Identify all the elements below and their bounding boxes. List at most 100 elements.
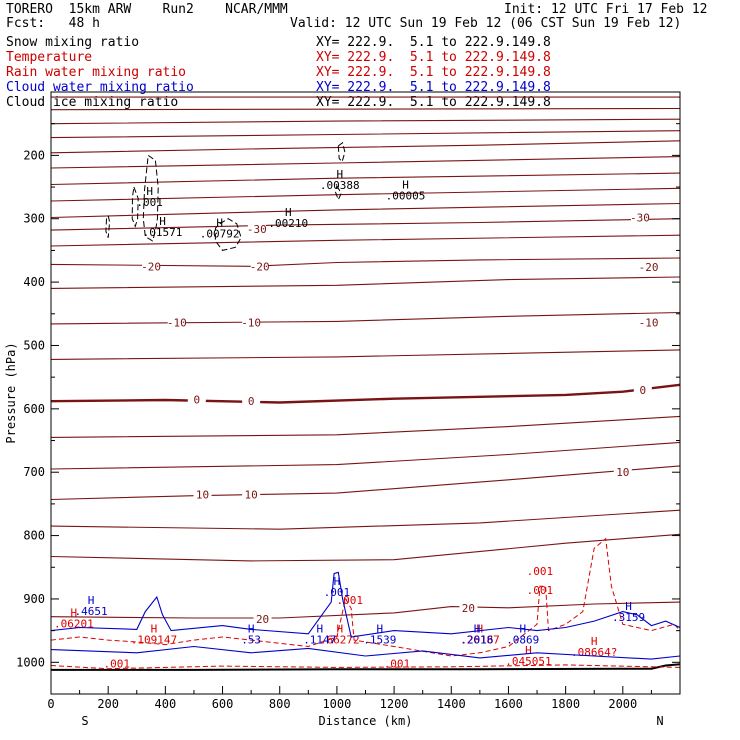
legend-cloud-water-name: Cloud water mixing ratio [6, 80, 194, 95]
isotherm-label: -20 [141, 261, 161, 274]
isotherm-label-bg [613, 465, 632, 477]
snow-max-marker: H [285, 206, 292, 219]
x-tick-label: 1200 [380, 697, 409, 711]
rain-max-marker: H [336, 622, 343, 635]
isotherm-label-bg [250, 260, 269, 272]
legend-cloud-water-xy: XY= 222.9. 5.1 to 222.9.149.8 [316, 80, 551, 95]
isotherm-label: -30 [247, 223, 267, 236]
y-tick-label: 200 [23, 148, 45, 162]
x-tick-label: 1800 [551, 697, 580, 711]
forecast-hour: Fcst: 48 h [6, 16, 100, 31]
x-tick-label: 2000 [608, 697, 637, 711]
cloud-water-max-marker: H [88, 594, 95, 607]
rain-contour-label: .001 [527, 584, 554, 597]
rain-contour-label: .001 [104, 657, 131, 670]
ice-max-marker: H [402, 179, 409, 192]
snow-max-marker: H [216, 217, 223, 230]
y-axis-label: Pressure (hPa) [4, 342, 18, 443]
valid-time: Valid: 12 UTC Sun 19 Feb 12 (06 CST Sun … [290, 16, 682, 31]
legend-rain-name: Rain water mixing ratio [6, 65, 187, 80]
x-tick-label: 200 [97, 697, 119, 711]
x-tick-label: 400 [155, 697, 177, 711]
ice-max-label: .00005 [386, 190, 426, 203]
isotherm-label: -10 [241, 316, 261, 329]
cloud-water-max-label: .1539 [363, 633, 396, 646]
isotherm-line [51, 202, 680, 219]
isotherm-line [51, 509, 680, 530]
isotherm-label-bg [187, 393, 206, 405]
x-axis-label: Distance (km) [319, 714, 413, 728]
rain-contour-label: .001 [527, 565, 554, 578]
cloud-water-max-marker: H [316, 622, 323, 635]
cloud-water-max-label: .3159 [612, 611, 645, 624]
cloud-water-max-marker: H [519, 622, 526, 635]
cloud-water-max-marker: H [474, 622, 481, 635]
isotherm-label-bg [167, 316, 186, 328]
init-time: Init: 12 UTC Fri 17 Feb 12 [504, 2, 708, 17]
isotherm-label: 20 [462, 602, 475, 615]
y-tick-label: 300 [23, 212, 45, 226]
isotherm-label: 10 [245, 489, 258, 502]
y-tick-label: 700 [23, 465, 45, 479]
isotherm-line [51, 118, 680, 125]
isotherm-label-bg [242, 488, 261, 500]
isotherm-label-bg [193, 488, 212, 500]
isotherm-line [51, 107, 680, 111]
isotherm-line [51, 383, 680, 404]
rain-max-marker: H [151, 622, 158, 635]
x-tick-label: 1000 [322, 697, 351, 711]
snow-max-label: .00792 [200, 228, 240, 241]
isotherm-line [51, 156, 680, 169]
isotherm-label-bg [142, 260, 161, 272]
isotherm-line [51, 234, 680, 247]
isotherm-label-bg [639, 316, 658, 328]
isotherm-label: 10 [616, 466, 629, 479]
x-tick-label: 800 [269, 697, 291, 711]
surface-line [51, 663, 681, 671]
legend-cloud-ice-name: Cloud ice mixing ratio [6, 95, 179, 110]
snow-max-label: .01571 [143, 226, 183, 239]
rain-max-marker: H [591, 635, 598, 648]
rain-max-label: .109147 [131, 633, 177, 646]
ice-max-marker: H [336, 168, 343, 181]
rain-max-label: .26187 [460, 633, 500, 646]
isotherm-label-bg [242, 394, 261, 406]
ice-max-label: .00388 [320, 179, 360, 192]
cloud-water-contour [51, 645, 680, 660]
isotherm-line [51, 533, 680, 562]
isotherm-label-bg [247, 223, 266, 235]
cloud-water-max-label: .2016 [460, 633, 493, 646]
isotherm-label-bg [639, 261, 658, 273]
y-tick-label: 500 [23, 338, 45, 352]
isotherm-line [51, 441, 680, 470]
x-tick-label: 600 [212, 697, 234, 711]
cloud-water-max-label: .001 [324, 586, 351, 599]
isotherm-line [51, 465, 680, 501]
x-tick-label: 1400 [437, 697, 466, 711]
x-tick-label: 0 [47, 697, 54, 711]
isotherm-label-bg [253, 612, 272, 624]
y-tick-label: 600 [23, 402, 45, 416]
cloud-water-max-marker: H [376, 622, 383, 635]
cloud-water-max-label: .53 [241, 633, 261, 646]
rain-max-label: .045051 [505, 655, 551, 668]
cloud-water-max-label: .4651 [74, 605, 107, 618]
ice-contour [337, 141, 346, 163]
model-title: TORERO 15km ARW Run2 NCAR/MMM [6, 2, 288, 17]
isotherm-line [51, 276, 680, 289]
cloud-water-max-label: .0869 [506, 633, 539, 646]
isotherm-label-bg [242, 316, 261, 328]
cloud-water-max-marker: H [248, 622, 255, 635]
isotherm-line [51, 130, 680, 139]
rain-max-marker: H [477, 622, 484, 635]
isotherm-label: -30 [630, 212, 650, 225]
x-tick-label: 1600 [494, 697, 523, 711]
isotherm-label: 0 [640, 384, 647, 397]
isotherm-line [51, 140, 680, 154]
isotherm-label: 10 [196, 489, 209, 502]
cloud-water-max-marker: H [625, 600, 632, 613]
rain-contour [51, 664, 680, 670]
snow-contour [142, 154, 159, 242]
rain-max-marker: H [71, 606, 78, 619]
